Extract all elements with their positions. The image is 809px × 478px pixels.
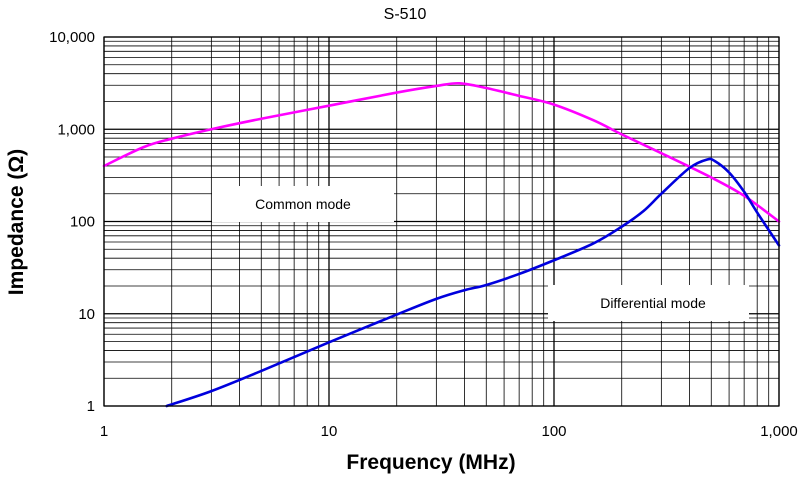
x-tick-label: 1 xyxy=(100,423,108,440)
x-axis-label: Frequency (MHz) xyxy=(346,451,515,474)
x-tick-label: 10 xyxy=(321,423,338,440)
y-tick-label: 1,000 xyxy=(57,121,95,138)
y-tick-label: 1 xyxy=(87,398,95,415)
series-line-common-mode xyxy=(102,81,781,223)
y-axis-label: Impedance (Ω) xyxy=(5,149,28,295)
plot-frame xyxy=(103,36,780,407)
y-tick-label: 100 xyxy=(70,214,95,231)
y-tick-label: 10,000 xyxy=(49,29,95,46)
series-layer xyxy=(102,81,781,408)
annotation-box-common xyxy=(212,186,394,222)
annotation-differential-mode: Differential mode xyxy=(600,295,706,311)
x-tick-label: 100 xyxy=(541,423,566,440)
x-tick-labels: 1 10 100 1,000 xyxy=(100,423,798,440)
annotation-box-differential xyxy=(548,285,749,321)
y-tick-label: 10 xyxy=(78,306,95,323)
chart-title: S-510 xyxy=(384,6,427,23)
series-line-differential-mode xyxy=(165,157,781,408)
annotation-common-mode: Common mode xyxy=(255,196,351,212)
y-tick-labels: 1 10 100 1,000 10,000 xyxy=(49,29,95,415)
x-tick-label: 1,000 xyxy=(760,423,798,440)
